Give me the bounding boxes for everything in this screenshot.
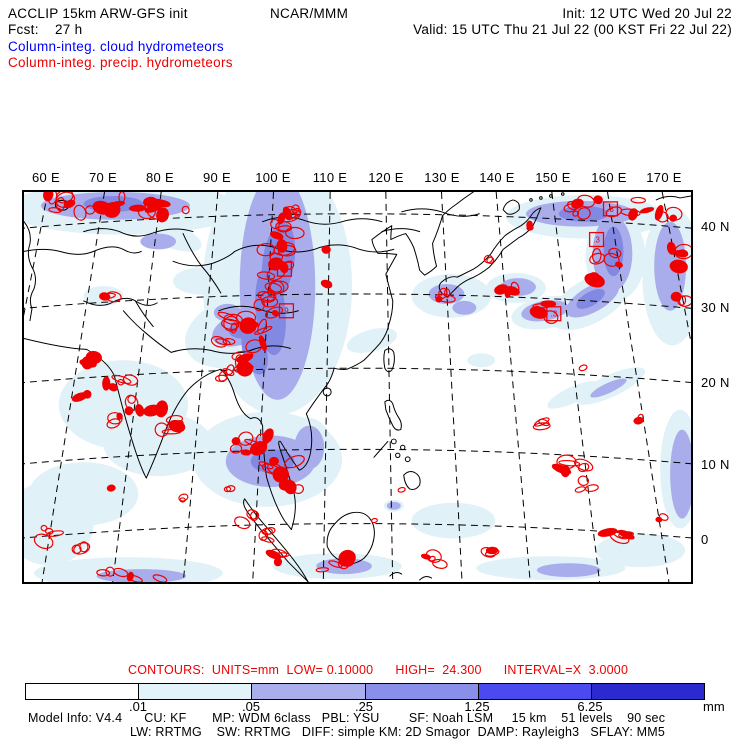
forecast-hour-label: Fcst: 27 h: [8, 22, 83, 37]
model-info-line2: LW: RRTMG SW: RRTMG DIFF: simple KM: 2D …: [130, 725, 666, 739]
top-axis-label-140e: 140 E: [479, 170, 515, 185]
max-marker-4: .3: [546, 306, 562, 322]
colorbar-segment-2: [251, 684, 365, 699]
precip-contours: [33, 192, 691, 582]
colorbar-tick-.25: .25: [354, 699, 374, 714]
top-axis-label-90e: 90 E: [203, 170, 231, 185]
contour-info-line: CONTOURS: UNITS=mm LOW= 0.10000 HIGH= 24…: [128, 663, 629, 677]
top-axis-label-60e: 60 E: [32, 170, 60, 185]
map-panel: 7 9 .8 .3 .3: [22, 190, 693, 584]
max-marker-2: .8: [602, 201, 619, 217]
weather-map: 7 9 .8 .3 .3: [24, 192, 691, 582]
valid-time-label: Valid: 15 UTC Thu 21 Jul 22 (00 KST Fri …: [413, 22, 732, 37]
top-axis-label-70e: 70 E: [89, 170, 117, 185]
top-axis-label-100e: 100 E: [255, 170, 291, 185]
field-cloud-label: Column-integ. cloud hydrometeors: [8, 39, 224, 54]
colorbar-segment-5: [590, 684, 705, 699]
init-time-label: Init: 12 UTC Wed 20 Jul 22: [562, 6, 732, 21]
colorbar: [25, 683, 705, 700]
colorbar-segment-4: [477, 684, 591, 699]
colorbar-unit-label: mm: [703, 699, 725, 714]
org-label: NCAR/MMM: [270, 6, 349, 21]
max-marker-0: 7: [276, 261, 293, 277]
svg-text:7: 7: [282, 265, 286, 274]
right-axis-label-40n: 40 N: [701, 219, 730, 234]
right-axis-label-0: 0: [701, 532, 709, 547]
top-axis-label-130e: 130 E: [424, 170, 460, 185]
top-axis-label-110e: 110 E: [312, 170, 348, 185]
max-value-markers: 7 9 .8 .3 .3: [276, 201, 619, 322]
top-axis-label-170e: 170 E: [646, 170, 682, 185]
right-axis-label-30n: 30 N: [701, 300, 730, 315]
svg-text:.8: .8: [607, 205, 614, 214]
colorbar-segment-3: [364, 684, 478, 699]
svg-text:9: 9: [284, 307, 289, 316]
svg-text:.3: .3: [551, 310, 558, 319]
top-axis-label-160e: 160 E: [591, 170, 627, 185]
colorbar-tick-.05: .05: [241, 699, 261, 714]
colorbar-tick-1.25: 1.25: [464, 699, 490, 714]
right-axis-label-10n: 10 N: [701, 457, 730, 472]
top-axis-label-80e: 80 E: [146, 170, 174, 185]
model-info-line1: Model Info: V4.4 CU: KF MP: WDM 6class P…: [28, 711, 666, 725]
right-axis-label-20n: 20 N: [701, 375, 730, 390]
top-axis-label-150e: 150 E: [535, 170, 571, 185]
max-marker-1: 9: [278, 303, 295, 319]
top-axis-label-120e: 120 E: [368, 170, 404, 185]
colorbar-tick-.01: .01: [128, 699, 148, 714]
colorbar-tick-6.25: 6.25: [577, 699, 603, 714]
colorbar-segment-0: [26, 684, 139, 699]
field-precip-label: Column-integ. precip. hydrometeors: [8, 55, 233, 70]
max-marker-3: .3: [588, 231, 605, 248]
colorbar-segment-1: [138, 684, 252, 699]
svg-text:.3: .3: [593, 235, 600, 244]
plot-title: ACCLIP 15km ARW-GFS init: [8, 6, 188, 21]
